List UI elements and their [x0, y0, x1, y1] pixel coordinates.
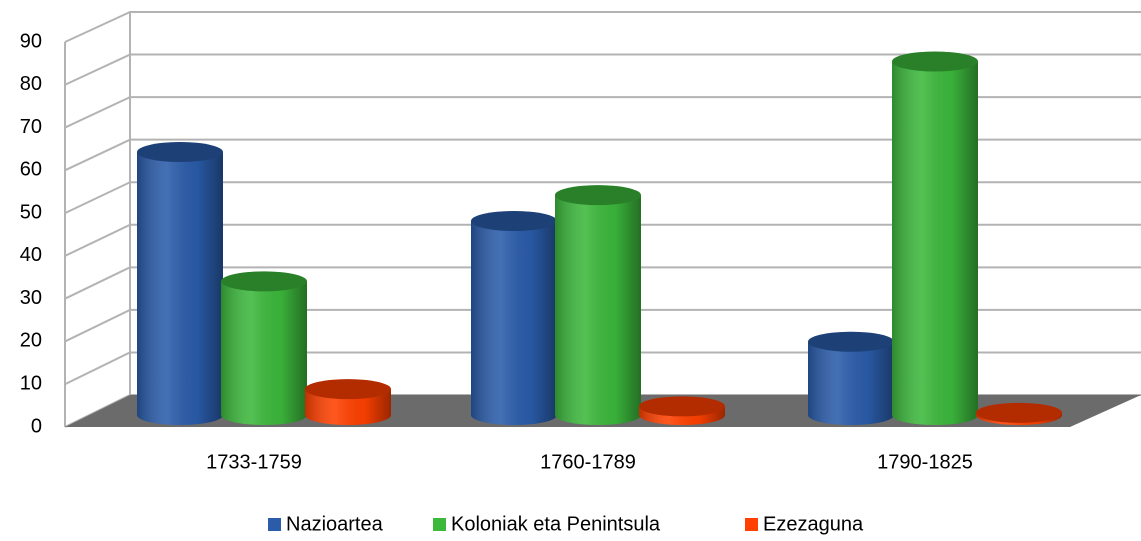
bar-top-shade [137, 142, 223, 163]
bar-top-shade [471, 211, 557, 231]
bar [305, 379, 391, 425]
bar-top [305, 379, 391, 400]
bar-top-shade [892, 51, 978, 72]
bar-top-shade [808, 331, 894, 352]
y-tick-label: 70 [20, 116, 42, 138]
grid-line [64, 138, 1141, 172]
bar-top-shade [639, 396, 725, 417]
bar-shade [555, 195, 641, 425]
y-tick-label: 0 [31, 415, 42, 437]
grid-line [64, 11, 1141, 43]
bar [555, 185, 641, 425]
bar-top-shade [221, 271, 307, 292]
bar-top [808, 331, 894, 352]
y-tick-label: 10 [20, 373, 42, 395]
bar-shade [221, 281, 307, 425]
x-tick-label: 1733-1759 [206, 451, 302, 473]
bar [221, 271, 307, 425]
y-tick-label: 50 [20, 201, 42, 223]
y-tick-label: 60 [20, 159, 42, 181]
bar-top-shade [305, 379, 391, 400]
bar [471, 211, 557, 425]
legend-label: Ezezaguna [763, 513, 864, 535]
bar-top [976, 402, 1062, 423]
bar-top-shade [555, 185, 641, 206]
legend-swatch [268, 518, 281, 531]
bar-shade [305, 389, 391, 425]
bar [808, 331, 894, 425]
bar-shade [137, 152, 223, 425]
bar-top [471, 211, 557, 231]
y-tick-label: 80 [20, 73, 42, 95]
y-tick-label: 40 [20, 244, 42, 266]
bar-top [555, 185, 641, 206]
y-tick-label: 30 [20, 287, 42, 309]
bar-top-shade [976, 402, 1062, 423]
bar-top [639, 396, 725, 417]
legend-label: Nazioartea [286, 513, 384, 535]
legend-swatch [433, 518, 446, 531]
bar [639, 396, 725, 425]
bar-shade [808, 341, 894, 425]
grid-line [64, 53, 1141, 86]
legend-swatch [745, 518, 758, 531]
legend-label: Koloniak eta Penintsula [451, 513, 661, 535]
bar [892, 51, 978, 425]
grid-line [64, 96, 1141, 129]
bar [137, 142, 223, 425]
y-tick-label: 20 [20, 330, 42, 352]
y-tick-label: 90 [20, 30, 42, 52]
bar [976, 402, 1062, 425]
bar-shade [892, 61, 978, 425]
bar-top [221, 271, 307, 292]
bar-top [137, 142, 223, 163]
x-tick-label: 1790-1825 [877, 451, 973, 473]
x-tick-label: 1760-1789 [540, 451, 636, 473]
bar-top [892, 51, 978, 72]
bar-shade [471, 221, 557, 425]
